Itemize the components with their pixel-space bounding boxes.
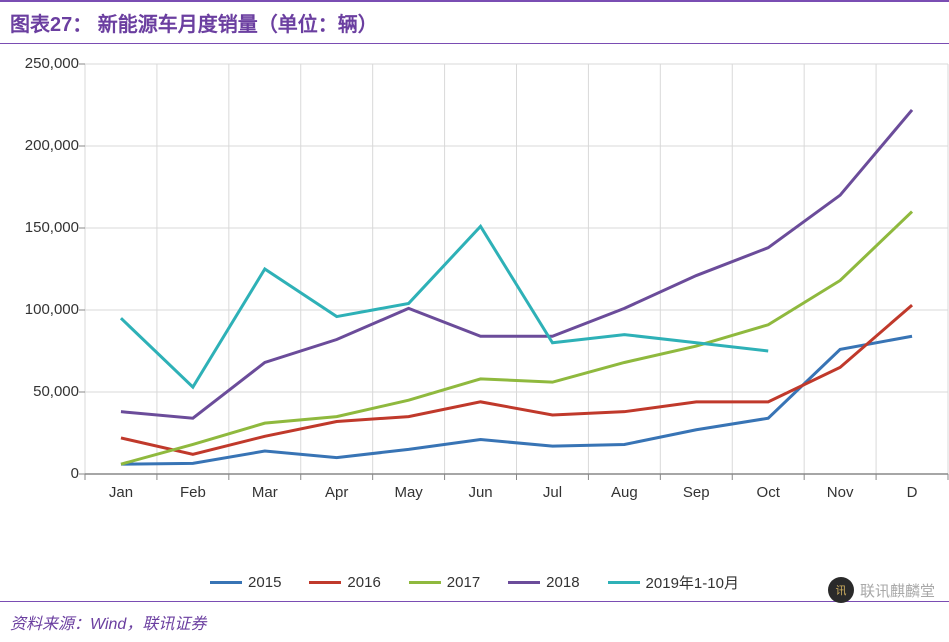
legend-label: 2017 <box>447 574 480 591</box>
y-axis-label: 250,000 <box>9 55 79 72</box>
x-axis-label: Aug <box>611 484 638 501</box>
chart-plot-area: 0 50,000 100,000 150,000 200,000 250,000 Jan Fe… <box>0 44 949 564</box>
legend-swatch <box>508 581 540 584</box>
y-axis-label: 100,000 <box>9 301 79 318</box>
title-bar: 图表27： 新能源车月度销量（单位：辆） <box>0 0 949 44</box>
legend-item: 2015 <box>210 572 281 593</box>
x-axis-label: Jul <box>543 484 562 501</box>
legend-item: 2019年1-10月 <box>608 572 739 593</box>
x-axis-label: Jun <box>468 484 492 501</box>
legend-swatch <box>409 581 441 584</box>
legend-item: 2017 <box>409 572 480 593</box>
y-axis-label: 50,000 <box>9 383 79 400</box>
x-axis-label: Feb <box>180 484 206 501</box>
x-axis-label: Mar <box>252 484 278 501</box>
x-axis-label: D <box>907 484 918 501</box>
chart-title: 图表27： 新能源车月度销量（单位：辆） <box>10 8 939 37</box>
y-axis-label: 0 <box>9 465 79 482</box>
y-axis-label: 200,000 <box>9 137 79 154</box>
x-axis-label: Jan <box>109 484 133 501</box>
chart-container: 图表27： 新能源车月度销量（单位：辆） 0 50,000 100,000 150,0… <box>0 0 949 633</box>
watermark-icon: 讯 <box>828 577 854 603</box>
x-axis-label: Nov <box>827 484 854 501</box>
legend-label: 2015 <box>248 574 281 591</box>
legend-label: 2016 <box>347 574 380 591</box>
watermark: 讯 联讯麒麟堂 <box>828 577 935 603</box>
y-axis-label: 150,000 <box>9 219 79 236</box>
x-axis-label: May <box>394 484 422 501</box>
legend-item: 2018 <box>508 572 579 593</box>
legend: 2015 2016 2017 2018 2019年1-10月 <box>0 564 949 602</box>
legend-swatch <box>608 581 640 584</box>
x-axis-label: Oct <box>757 484 780 501</box>
watermark-text: 联讯麒麟堂 <box>860 580 935 601</box>
legend-label: 2018 <box>546 574 579 591</box>
legend-item: 2016 <box>309 572 380 593</box>
x-axis-label: Sep <box>683 484 710 501</box>
legend-swatch <box>210 581 242 584</box>
x-axis-label: Apr <box>325 484 348 501</box>
legend-swatch <box>309 581 341 584</box>
legend-label: 2019年1-10月 <box>646 572 739 593</box>
source-text: 资料来源：Wind，联讯证券 <box>0 602 949 642</box>
